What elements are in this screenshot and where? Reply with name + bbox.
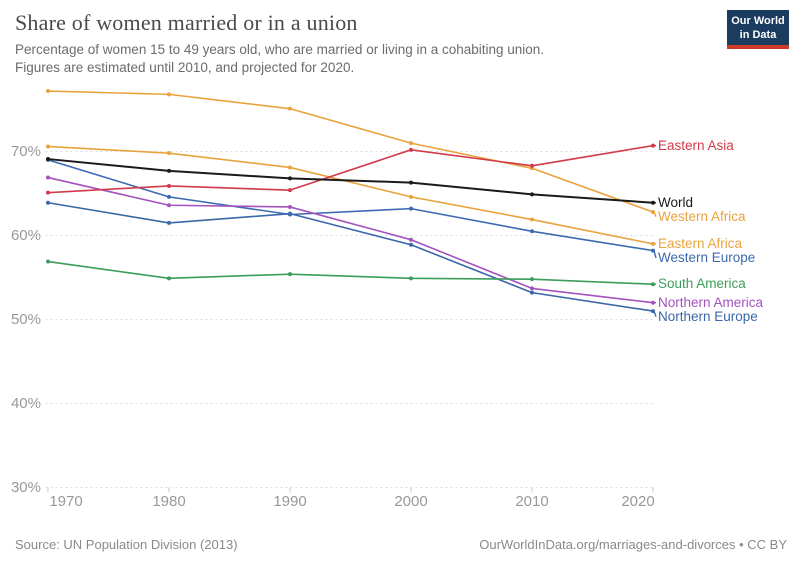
x-axis-tick-label: 2010 — [515, 493, 549, 510]
owid-logo-line-2: in Data — [739, 29, 777, 41]
legend-label-eastern-asia[interactable]: Eastern Asia — [658, 137, 734, 153]
source-note: Source: UN Population Division (2013) — [15, 537, 238, 552]
y-axis-tick-label: 60% — [10, 226, 41, 244]
page-title: Share of women married or in a union — [15, 10, 358, 35]
subtitle-line-1: Percentage of women 15 to 49 years old, … — [15, 42, 545, 57]
x-axis-tick-label: 1980 — [152, 493, 186, 510]
legend-label-western-africa[interactable]: Western Africa — [658, 208, 746, 224]
attribution-link[interactable]: OurWorldInData.org/marriages-and-divorce… — [479, 537, 787, 552]
y-axis-tick-label: 50% — [10, 310, 41, 328]
y-axis-tick-label: 40% — [10, 394, 41, 412]
legend-label-world[interactable]: World — [658, 194, 694, 210]
x-axis-tick-label: 1970 — [49, 493, 83, 510]
y-axis-tick-label: 70% — [10, 142, 41, 160]
legend-label-northern-europe[interactable]: Northern Europe — [658, 308, 758, 324]
legend-label-eastern-africa[interactable]: Eastern Africa — [658, 235, 743, 251]
subtitle-line-2: Figures are estimated until 2010, and pr… — [15, 60, 355, 75]
legend-label-south-america[interactable]: South America — [658, 276, 746, 292]
legend-label-western-europe[interactable]: Western Europe — [658, 249, 756, 265]
x-axis-tick-label: 2020 — [621, 493, 655, 510]
owid-logo-line-1: Our World — [731, 15, 785, 27]
chart-subtitle: Percentage of women 15 to 49 years old, … — [15, 41, 544, 77]
x-axis-tick-label: 1990 — [273, 493, 307, 510]
x-axis-tick-label: 2000 — [394, 493, 428, 510]
legend-label-northern-america[interactable]: Northern America — [658, 294, 764, 310]
owid-logo[interactable]: Our World in Data — [727, 10, 789, 49]
y-axis-tick-label: 30% — [10, 478, 41, 496]
